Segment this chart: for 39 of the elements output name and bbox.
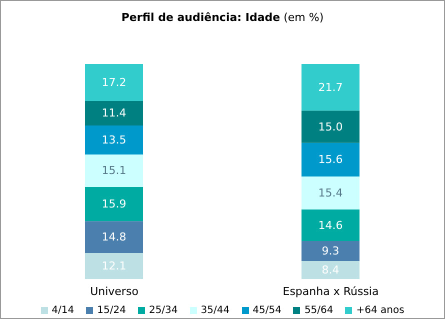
bar <box>302 240 360 261</box>
data-label: 21.7 <box>318 80 343 94</box>
bar <box>302 64 360 111</box>
data-label: 9.3 <box>322 244 340 258</box>
bar <box>85 186 143 222</box>
bar <box>85 154 143 187</box>
data-label: 13.5 <box>102 134 126 147</box>
data-label: 14.6 <box>318 218 343 232</box>
data-label: 15.1 <box>102 164 126 178</box>
bar <box>302 260 360 279</box>
x-tick-label: Espanha x Rússia <box>282 284 379 298</box>
legend-label: +64 anos <box>356 305 404 316</box>
data-label: 17.2 <box>102 76 126 89</box>
legend-label: 35/44 <box>200 305 230 316</box>
x-tick-label: Universo <box>90 284 139 298</box>
data-label: 15.9 <box>102 198 126 211</box>
data-label: 15.0 <box>318 120 343 134</box>
legend-label: 55/64 <box>304 305 334 316</box>
data-label: 12.1 <box>102 259 126 272</box>
legend-label: 25/34 <box>148 305 178 316</box>
bar <box>302 210 360 241</box>
bar <box>302 110 360 143</box>
bar <box>302 142 360 176</box>
legend-label: 45/54 <box>252 305 282 316</box>
bar <box>85 100 143 126</box>
data-label: 8.4 <box>322 263 340 276</box>
chart-subtitle: (em %) <box>284 11 324 24</box>
bar <box>302 176 360 210</box>
legend-label: 4/14 <box>52 305 74 316</box>
data-label: 14.8 <box>102 230 126 244</box>
bar <box>85 64 143 101</box>
data-label: 15.6 <box>318 153 343 166</box>
legend-label: 15/24 <box>97 305 126 316</box>
bar <box>85 221 143 253</box>
bar <box>85 252 143 279</box>
data-label: 11.4 <box>102 106 126 120</box>
bar <box>85 125 143 155</box>
chart-title: Perfil de audiência: Idade <box>121 11 280 24</box>
data-label: 15.4 <box>318 186 343 200</box>
